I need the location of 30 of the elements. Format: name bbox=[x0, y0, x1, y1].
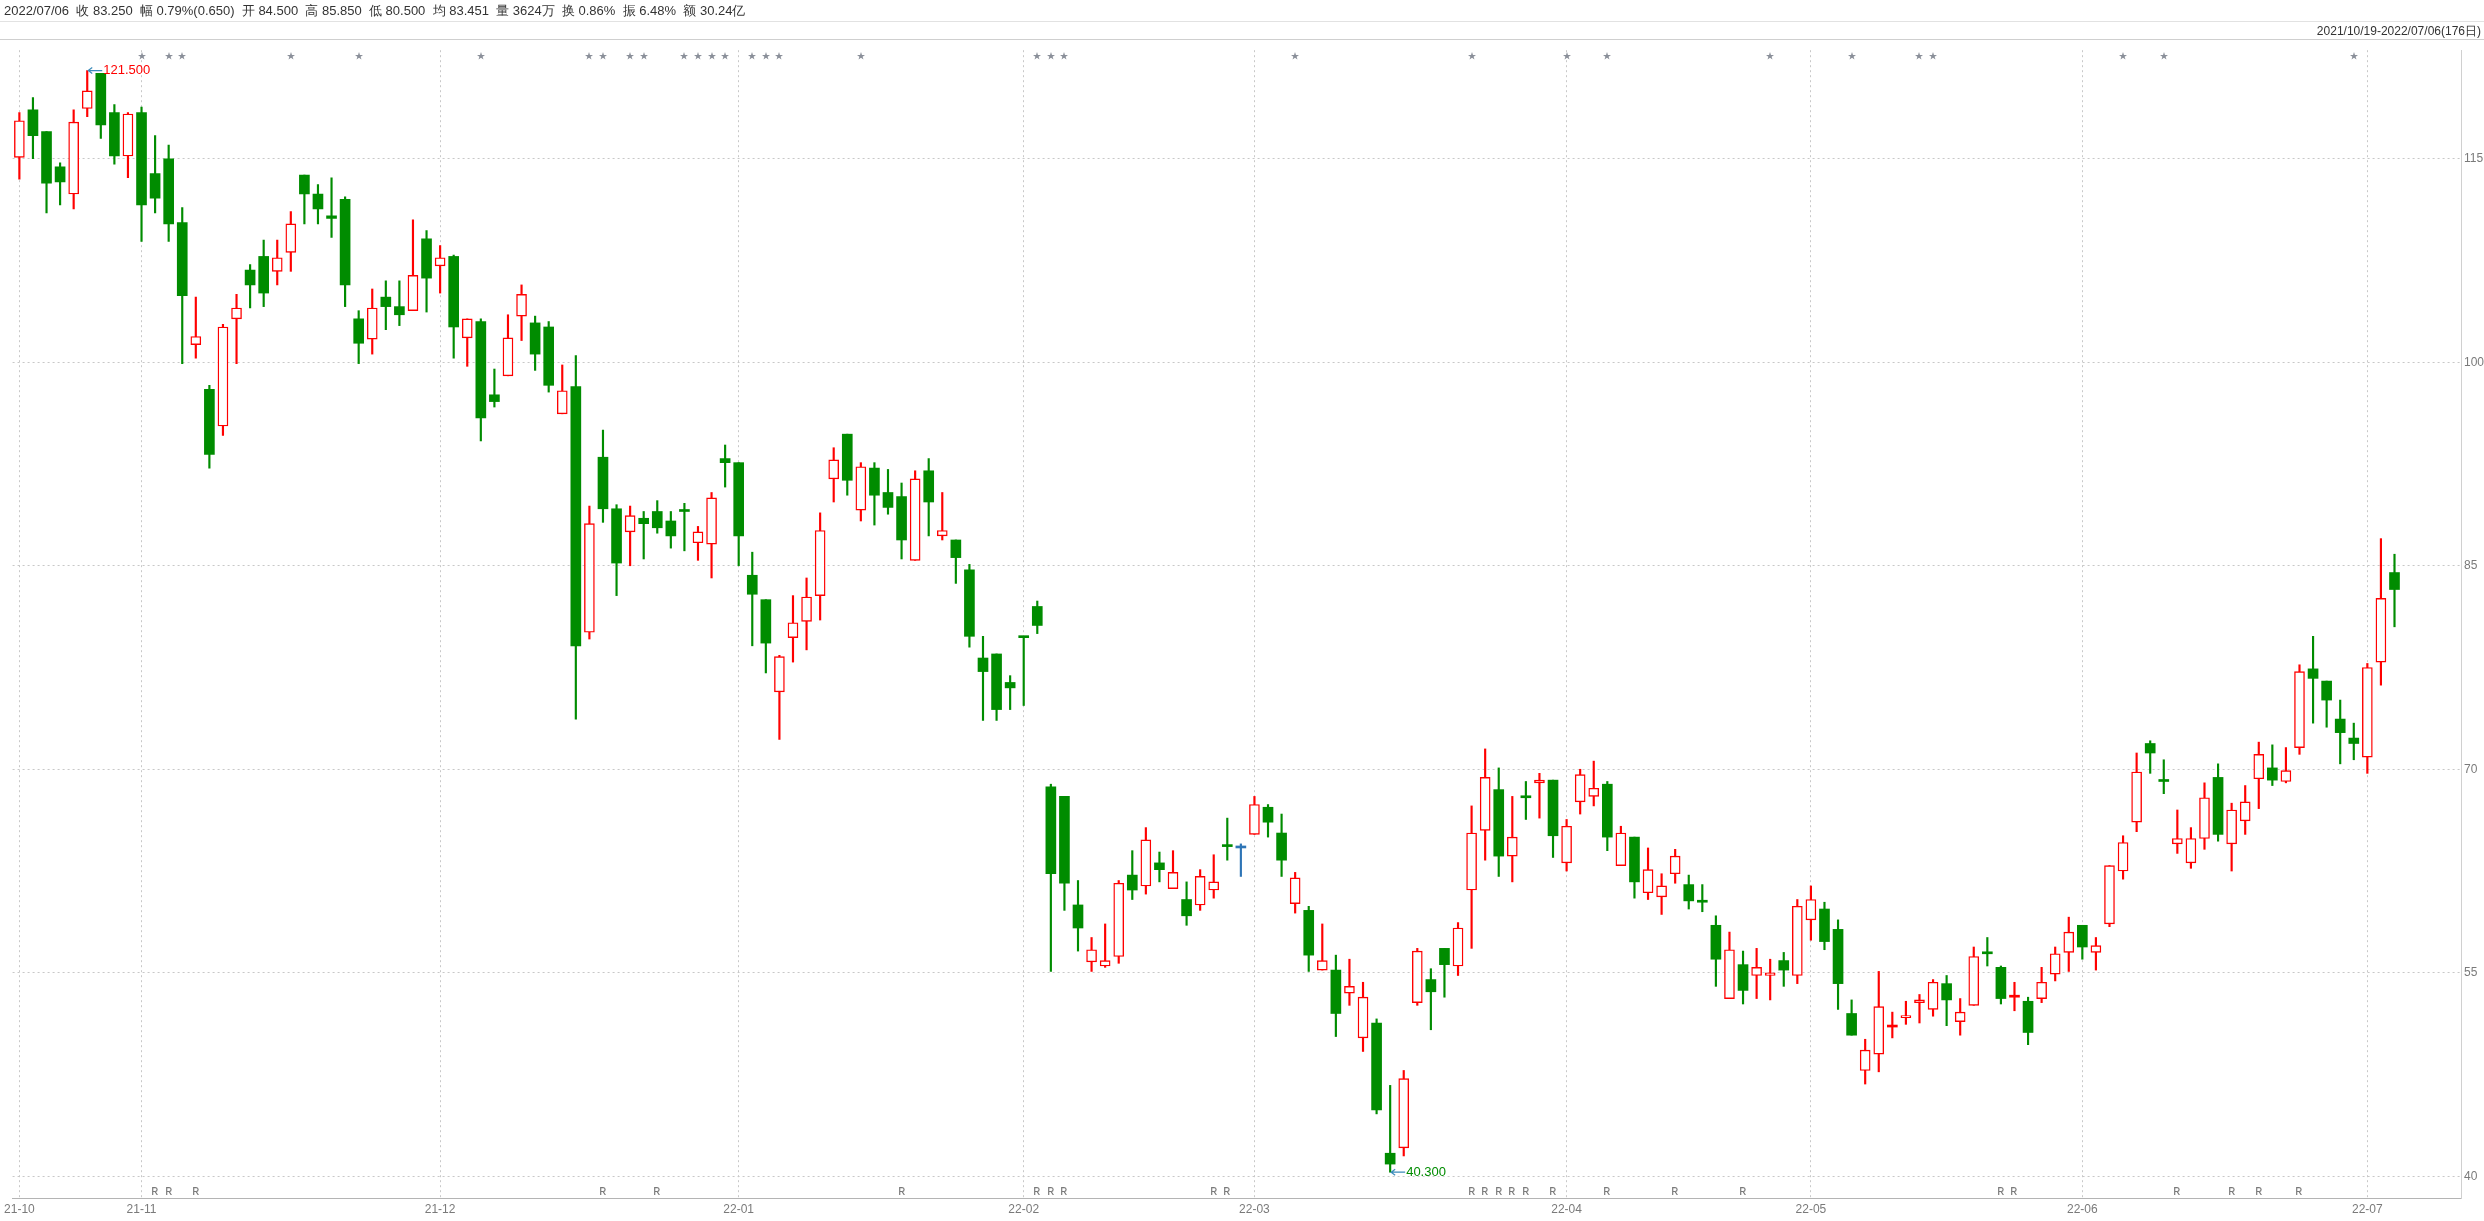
candlestick bbox=[1018, 635, 1030, 706]
candlestick bbox=[1439, 948, 1450, 998]
y-tick-label: 40 bbox=[2464, 1168, 2478, 1183]
y-tick-label: 55 bbox=[2464, 965, 2478, 980]
x-tick-label: 21-10 bbox=[4, 1201, 36, 1216]
chart-subtitle: 2021/10/19-2022/07/06(176日) bbox=[0, 22, 2484, 40]
candlestick bbox=[1534, 773, 1545, 819]
candlestick bbox=[2009, 981, 2020, 1012]
annotation: 40.300 bbox=[1406, 1163, 1446, 1179]
x-tick-label: 21-12 bbox=[424, 1201, 456, 1216]
candlestick bbox=[1344, 958, 1355, 1006]
x-tick-label: 22-04 bbox=[1551, 1201, 1583, 1216]
y-tick-label: 100 bbox=[2464, 354, 2484, 369]
x-tick-label: 22-06 bbox=[2066, 1201, 2098, 1216]
y-tick-label: 85 bbox=[2464, 558, 2478, 573]
annotation: 121.500 bbox=[103, 62, 151, 78]
x-tick-label: 22-02 bbox=[1008, 1201, 1040, 1216]
chart-title: 2022/07/06 收 83.250 幅 0.79%(0.650) 开 84.500 高 85.850 低 80.500 均 83.451 量 3624万 换 0.86% 振 6.48% 额 30.24亿 bbox=[0, 0, 2484, 22]
x-tick-label: 22-01 bbox=[723, 1201, 755, 1216]
x-tick-label: 22-05 bbox=[1795, 1201, 1827, 1216]
candlestick bbox=[231, 294, 242, 364]
x-tick-label: 22-03 bbox=[1239, 1201, 1271, 1216]
candlestick bbox=[1914, 994, 1925, 1024]
y-tick-label: 70 bbox=[2464, 761, 2478, 776]
candlestick bbox=[1154, 851, 1165, 883]
x-tick-label: 22-07 bbox=[2352, 1201, 2384, 1216]
candlestick bbox=[326, 177, 337, 238]
y-tick-label: 115 bbox=[2464, 151, 2484, 166]
x-tick-label: 21-11 bbox=[126, 1201, 157, 1216]
candlestick bbox=[2389, 553, 2400, 628]
